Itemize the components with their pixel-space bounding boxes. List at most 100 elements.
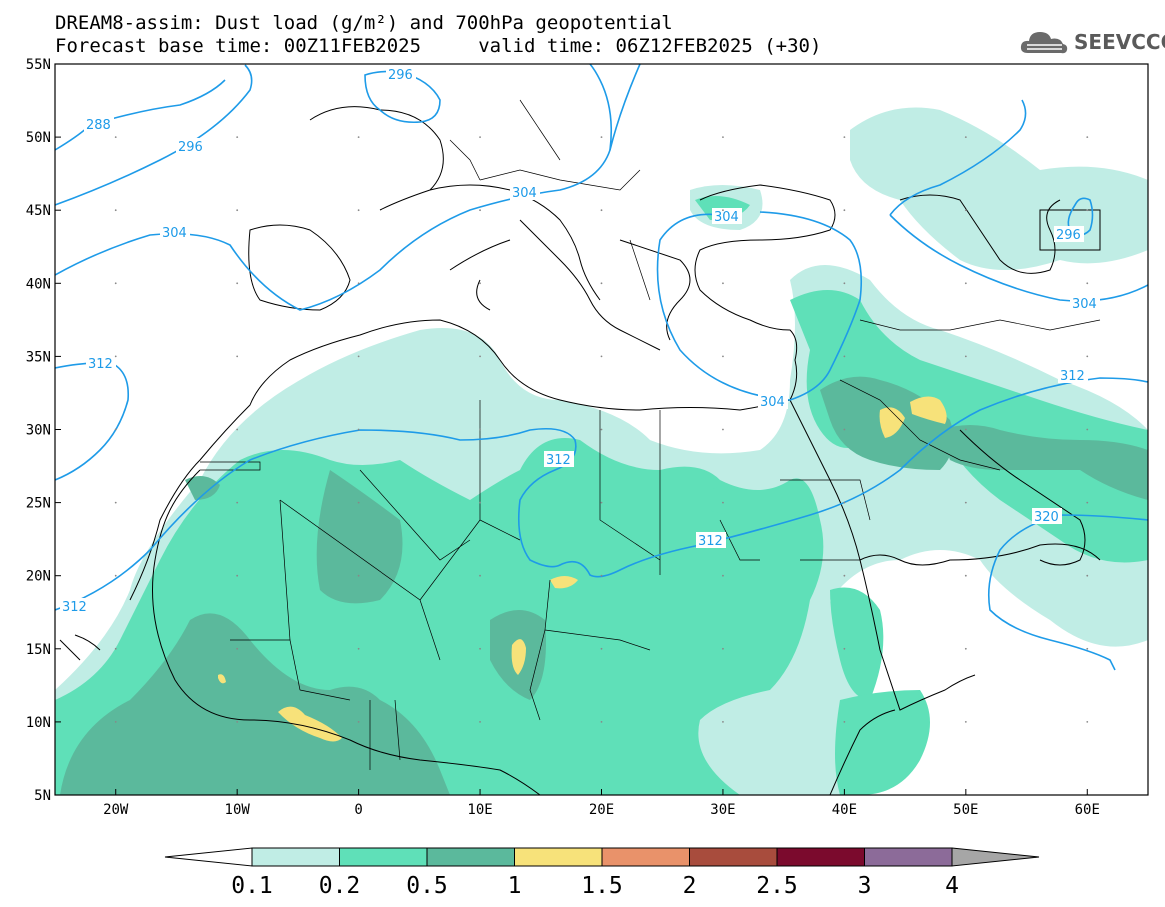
graticule-dot bbox=[479, 136, 481, 139]
graticule-dot bbox=[479, 355, 481, 358]
graticule-dot bbox=[236, 428, 239, 431]
graticule-dot bbox=[1086, 136, 1089, 139]
graticule-dot bbox=[1086, 428, 1089, 431]
colorbar: 0.1 0.2 0.5 1 1.5 2 2.5 3 4 bbox=[164, 847, 1040, 899]
lat-tick-label: 40N bbox=[26, 276, 51, 292]
graticule-dot bbox=[843, 136, 846, 139]
dust-band-0.5-1 bbox=[60, 376, 1148, 795]
graticule-dot bbox=[964, 282, 967, 285]
lon-tick-label: 40E bbox=[832, 802, 857, 818]
lat-tick-label: 55N bbox=[26, 57, 51, 73]
graticule-dot bbox=[479, 721, 481, 723]
graticule-dot bbox=[236, 209, 239, 212]
graticule-dot bbox=[114, 428, 117, 431]
contour-label: 288 bbox=[86, 118, 111, 133]
graticule-dot bbox=[236, 355, 239, 358]
colorbar-label: 4 bbox=[945, 873, 959, 899]
graticule-dot bbox=[357, 721, 360, 723]
colorbar-cell bbox=[689, 847, 778, 867]
contour-label: 312 bbox=[1060, 369, 1085, 384]
latitude-axis: 55N 50N 45N 40N 35N 30N 25N 20N 15N 10N 5N bbox=[26, 57, 61, 804]
graticule-dot bbox=[722, 574, 724, 577]
graticule-dot bbox=[236, 721, 239, 723]
graticule-dot bbox=[1086, 355, 1089, 358]
graticule-dot bbox=[114, 136, 117, 139]
graticule-dot bbox=[964, 355, 967, 358]
colorbar-cell bbox=[251, 847, 340, 867]
graticule-dot bbox=[357, 501, 360, 504]
graticule-dot bbox=[236, 136, 239, 139]
lon-tick-label: 10W bbox=[225, 802, 251, 818]
colorbar-label: 3 bbox=[858, 873, 872, 899]
graticule-dot bbox=[722, 721, 724, 723]
graticule-dot bbox=[357, 355, 360, 358]
graticule-dot bbox=[236, 501, 239, 504]
graticule-dot bbox=[357, 136, 360, 139]
colorbar-cell bbox=[864, 847, 953, 867]
graticule-dot bbox=[600, 501, 603, 504]
colorbar-label: 2.5 bbox=[756, 873, 798, 899]
graticule-dot bbox=[964, 721, 967, 723]
longitude-axis: 20W 10W 0 10E 20E 30E 40E 50E 60E bbox=[103, 789, 1100, 818]
graticule-dot bbox=[843, 428, 846, 431]
contour-label: 304 bbox=[760, 395, 785, 410]
graticule-dot bbox=[964, 428, 967, 431]
colorbar-cell bbox=[601, 847, 690, 867]
graticule-dot bbox=[964, 501, 967, 504]
graticule-dot bbox=[843, 647, 846, 650]
dust-band-1-1.5 bbox=[218, 396, 947, 742]
graticule-dot bbox=[722, 647, 724, 650]
contour-label: 312 bbox=[88, 357, 113, 372]
contour-label: 296 bbox=[178, 140, 203, 155]
graticule-dot bbox=[114, 501, 117, 504]
graticule-dot bbox=[1086, 721, 1089, 723]
graticule-dot bbox=[600, 136, 603, 139]
graticule-dot bbox=[722, 282, 724, 285]
contour-labels: 288 296 296 304 304 304 304 296 304 312 … bbox=[60, 66, 1100, 615]
contour-label: 304 bbox=[512, 186, 537, 201]
seevccc-logo: SEEVCCC bbox=[1018, 26, 1165, 58]
graticule-dot bbox=[722, 355, 724, 358]
contour-label: 304 bbox=[1072, 297, 1097, 312]
colorbar-label: 0.5 bbox=[406, 873, 448, 899]
graticule-dot bbox=[357, 574, 360, 577]
graticule-dot bbox=[236, 282, 239, 285]
lon-tick-label: 10E bbox=[467, 802, 492, 818]
graticule-dot bbox=[1086, 209, 1089, 212]
graticule-dot bbox=[479, 428, 481, 431]
graticule-dot bbox=[114, 721, 117, 723]
colorbar-cell bbox=[776, 847, 865, 867]
colorbar-high-arrow bbox=[951, 847, 1040, 867]
lat-tick-label: 5N bbox=[34, 788, 51, 804]
graticule-dot bbox=[843, 209, 846, 212]
contour-label: 312 bbox=[698, 534, 723, 549]
graticule-dot bbox=[722, 428, 724, 431]
lon-tick-label: 50E bbox=[953, 802, 978, 818]
cloud-icon bbox=[1020, 32, 1068, 54]
lat-tick-label: 25N bbox=[26, 496, 51, 512]
graticule-dot bbox=[843, 721, 846, 723]
lat-tick-label: 30N bbox=[26, 423, 51, 439]
graticule-dot bbox=[600, 647, 603, 650]
graticule-dot bbox=[1086, 282, 1089, 285]
contour-label: 312 bbox=[62, 600, 87, 615]
lon-tick-label: 0 bbox=[354, 802, 362, 818]
colorbar-label: 1.5 bbox=[581, 873, 623, 899]
graticule-dot bbox=[600, 282, 603, 285]
graticule-dot bbox=[600, 574, 603, 577]
map-plot-area: 288 296 296 304 304 304 304 296 304 312 … bbox=[55, 64, 1148, 795]
graticule-dot bbox=[843, 501, 846, 504]
contour-label: 304 bbox=[162, 226, 187, 241]
graticule-dot bbox=[600, 428, 603, 431]
political-borders bbox=[200, 99, 1101, 770]
graticule-dot bbox=[357, 282, 360, 285]
graticule-dot bbox=[357, 647, 360, 650]
graticule-dot bbox=[1086, 647, 1089, 650]
graticule-dot bbox=[114, 209, 117, 212]
graticule-dot bbox=[1086, 574, 1089, 577]
colorbar-label: 1 bbox=[508, 873, 522, 899]
colorbar-label: 2 bbox=[683, 873, 697, 899]
lat-tick-label: 10N bbox=[26, 715, 51, 731]
graticule-dot bbox=[843, 574, 846, 577]
lon-tick-label: 20W bbox=[103, 802, 129, 818]
